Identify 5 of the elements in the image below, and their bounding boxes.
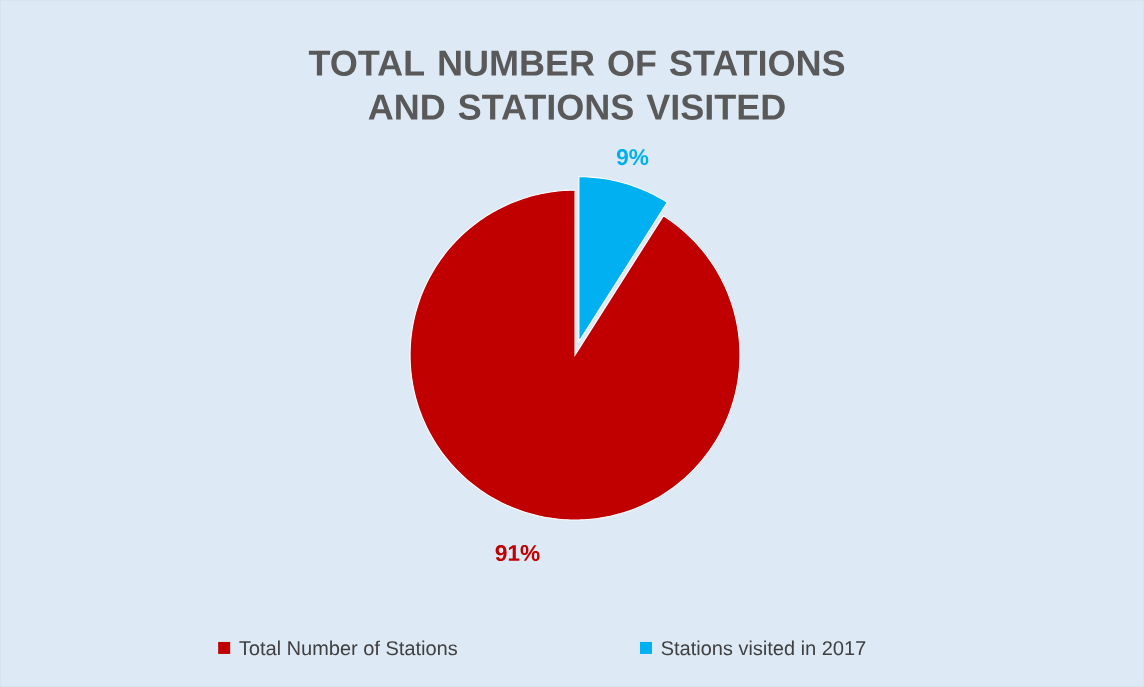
legend-label: Total Number of Stations — [239, 640, 457, 656]
data-label: 9% — [616, 149, 649, 166]
data-label: 91% — [495, 544, 540, 561]
chart-title: TOTAL NUMBER OF STATIONS AND STATIONS VISITED — [308, 50, 845, 120]
legend-label: Stations visited in 2017 — [661, 640, 866, 656]
